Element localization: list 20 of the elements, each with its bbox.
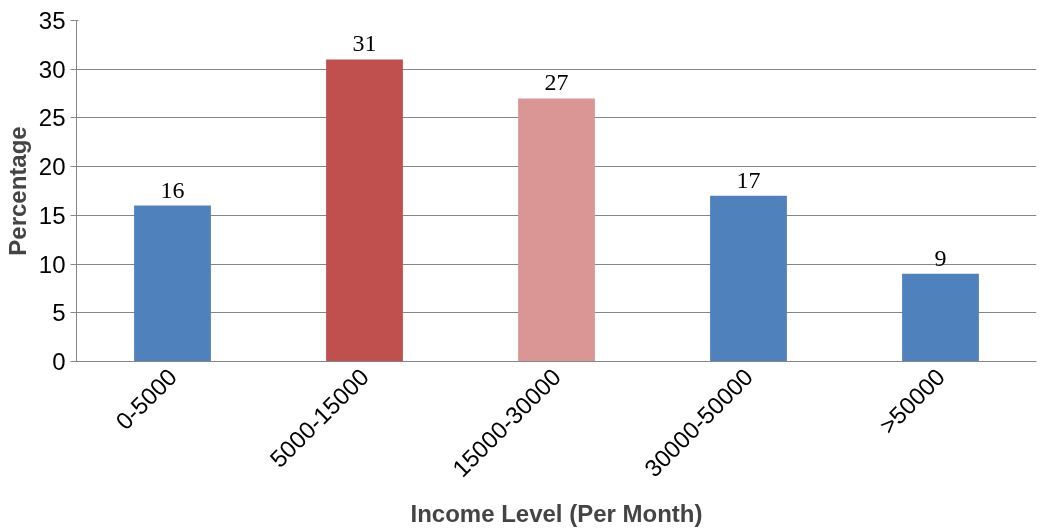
bar [326, 59, 403, 362]
y-tick-label: 25 [38, 104, 66, 132]
data-label: 27 [544, 69, 569, 96]
bar [902, 273, 979, 362]
bar [518, 98, 595, 362]
data-label: 16 [160, 176, 185, 203]
y-tick-label: 20 [38, 153, 66, 181]
y-tick-label: 10 [38, 250, 66, 278]
bar [710, 195, 787, 362]
y-tick-label: 0 [52, 348, 66, 375]
y-tick-label: 15 [38, 201, 66, 229]
y-axis-title: Percentage [3, 126, 31, 256]
y-tick-label: 30 [38, 55, 66, 83]
x-axis-title: Income Level (Per Month) [410, 499, 703, 527]
y-tick-label: 5 [52, 299, 66, 327]
bar [134, 205, 211, 362]
data-label: 9 [934, 244, 947, 271]
data-label: 17 [736, 166, 761, 193]
data-label: 31 [352, 30, 377, 57]
y-tick-label: 35 [38, 7, 66, 34]
